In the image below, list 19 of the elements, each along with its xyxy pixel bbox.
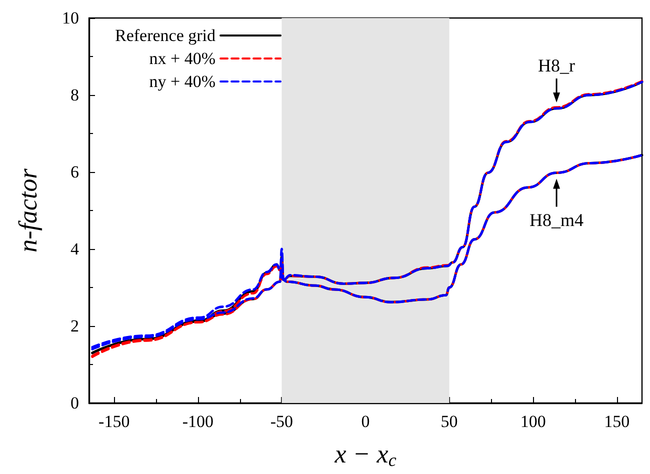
y-tick-label: 8 [70,86,79,104]
legend-label: nx + 40% [149,49,216,68]
y-tick-label: 10 [62,8,79,28]
annotation: H8_m4 [530,210,584,230]
annotation: H8_r [538,55,576,76]
x-tick-label: 0 [361,412,370,431]
x-tick-label: 100 [520,412,546,431]
x-tick-label: -150 [98,412,130,431]
y-tick-label: 2 [70,316,79,336]
y-tick-label: 6 [70,162,79,182]
x-tick-label: -100 [182,412,214,431]
x-tick-label: 150 [604,412,630,431]
legend-label: Reference grid [114,26,216,45]
x-tick-label: -50 [270,412,294,431]
y-tick-label: 0 [70,394,79,412]
legend-label: ny + 40% [149,72,216,91]
y-tick-label: 4 [70,240,80,258]
x-tick-label: 50 [440,412,458,431]
y-axis-title: n-factor [14,168,42,252]
